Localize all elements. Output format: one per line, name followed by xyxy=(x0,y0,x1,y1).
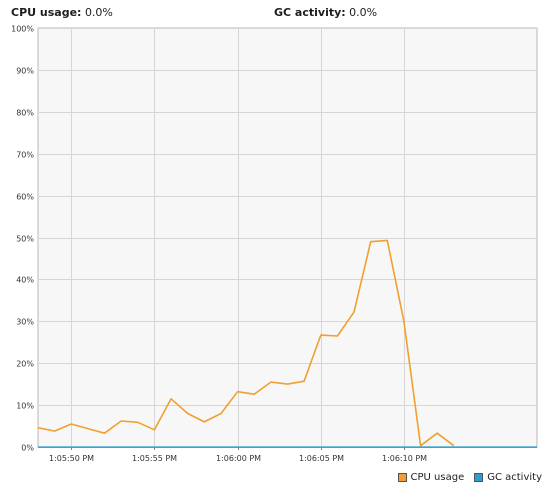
x-tick-label: 1:06:00 PM xyxy=(216,454,261,463)
legend-label-gc: GC activity xyxy=(487,471,542,483)
cpu-usage-stat: CPU usage: 0.0% xyxy=(11,6,113,19)
legend-label-cpu: CPU usage xyxy=(410,471,465,483)
y-tick-label: 10% xyxy=(16,402,34,411)
chart-legend: CPU usage GC activity xyxy=(388,470,542,484)
y-tick-label: 80% xyxy=(16,109,34,118)
legend-swatch-cpu xyxy=(397,472,407,482)
y-tick-label: 40% xyxy=(16,276,34,285)
x-tick-label: 1:05:55 PM xyxy=(132,454,177,463)
y-tick-label: 100% xyxy=(11,25,34,34)
y-tick-label: 90% xyxy=(16,67,34,76)
y-tick-label: 70% xyxy=(16,151,34,160)
gc-activity-label: GC activity: xyxy=(274,6,346,19)
legend-swatch-gc xyxy=(474,472,484,482)
y-tick-label: 30% xyxy=(16,318,34,327)
x-tick-label: 1:06:05 PM xyxy=(299,454,344,463)
legend-item-cpu: CPU usage xyxy=(397,471,465,483)
cpu-usage-value: 0.0% xyxy=(84,6,113,19)
cpu-usage-label: CPU usage: xyxy=(11,6,82,19)
legend-item-gc: GC activity xyxy=(474,472,542,483)
gc-activity-value: 0.0% xyxy=(349,6,378,19)
header: CPU usage: 0.0% GC activity: 0.0% xyxy=(0,0,550,26)
cpu-usage-line xyxy=(37,239,455,447)
y-tick-label: 50% xyxy=(16,235,34,244)
y-tick-label: 60% xyxy=(16,193,34,202)
plot-area xyxy=(37,27,538,448)
y-tick-label: 0% xyxy=(21,444,34,453)
gc-activity-stat: GC activity: 0.0% xyxy=(274,6,377,19)
y-tick-label: 20% xyxy=(16,360,34,369)
cpu-chart: 0% 10% 20% 30% 40% 50% 60% 70% 80% 90% 100% 1:05:50… xyxy=(11,25,538,463)
x-tick-label: 1:05:50 PM xyxy=(49,454,94,463)
x-tick-label: 1:06:10 PM xyxy=(382,454,427,463)
